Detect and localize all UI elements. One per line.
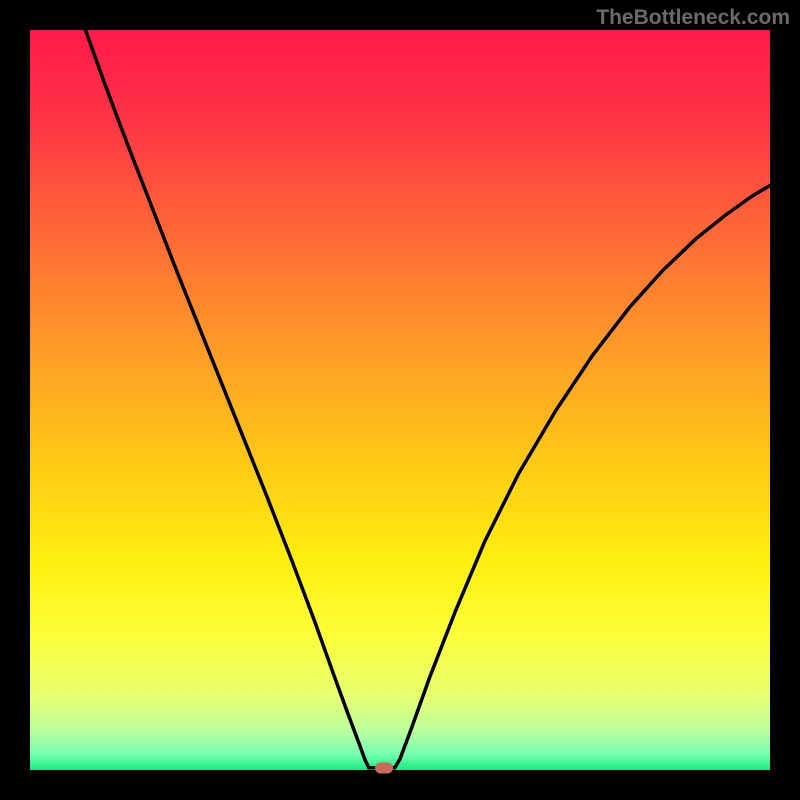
bottleneck-curve <box>86 30 771 768</box>
optimal-point-marker <box>375 762 393 773</box>
watermark-text: TheBottleneck.com <box>596 6 790 30</box>
curve-svg <box>30 30 770 770</box>
plot-area <box>30 30 770 770</box>
